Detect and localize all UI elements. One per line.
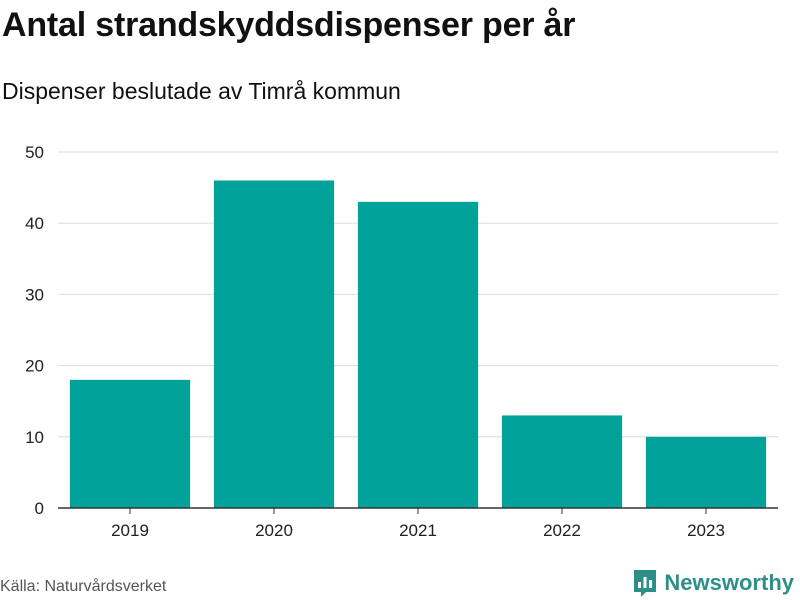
y-tick-label: 10 [25, 428, 44, 447]
x-tick-label: 2022 [543, 521, 581, 540]
x-axis-ticks: 2019 2020 2021 2022 2023 [111, 508, 725, 540]
x-tick-label: 2020 [255, 521, 293, 540]
y-tick-label: 20 [25, 357, 44, 376]
source-note: Källa: Naturvårdsverket [0, 578, 167, 595]
chart-title: Antal strandskyddsdispenser per år [2, 6, 576, 44]
bars [69, 180, 767, 509]
brand-name: Newsworthy [664, 570, 794, 595]
x-tick-label: 2021 [399, 521, 437, 540]
bar-2022 [501, 415, 623, 508]
chart-subtitle: Dispenser beslutade av Timrå kommun [2, 78, 401, 104]
bar-2019 [69, 379, 191, 508]
bar-2021 [357, 201, 479, 508]
y-tick-label: 50 [25, 143, 44, 162]
y-tick-label: 30 [25, 285, 44, 304]
y-tick-label: 40 [25, 214, 44, 233]
y-axis-ticks: 0 10 20 30 40 50 [25, 143, 44, 518]
brand-logo: Newsworthy [632, 568, 794, 598]
x-tick-label: 2023 [687, 521, 725, 540]
y-tick-label: 0 [35, 499, 44, 518]
bar-2020 [213, 180, 335, 509]
bar-chart-logo-icon [634, 570, 657, 597]
bar-2023 [645, 436, 767, 508]
x-tick-label: 2019 [111, 521, 149, 540]
